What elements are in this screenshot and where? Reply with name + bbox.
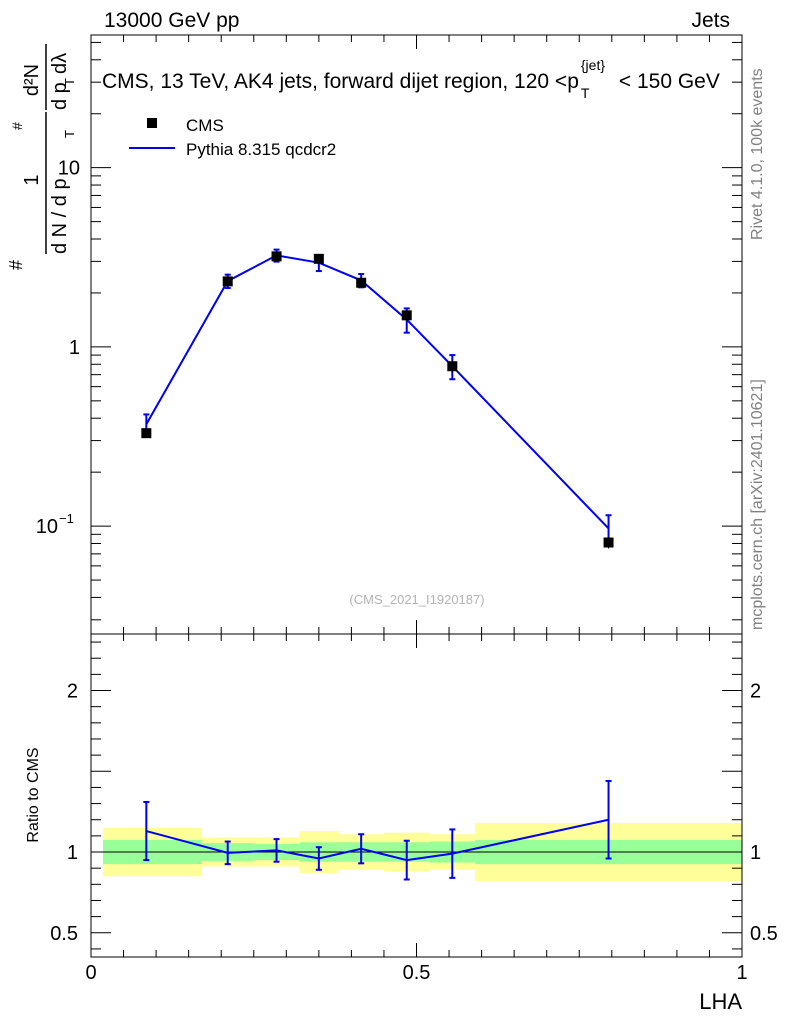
data-point	[356, 277, 367, 288]
y-tick-label-top: 10	[58, 158, 80, 180]
y-axis-label-bottom: Ratio to CMS	[25, 747, 42, 842]
chart-title-main: CMS, 13 TeV, AK4 jets, forward dijet reg…	[102, 70, 579, 93]
y-label-hash: #	[9, 122, 25, 130]
mc-ratio-line	[146, 818, 609, 862]
y-label-fraction-numerator: 1	[21, 174, 43, 185]
x-tick-label: 1	[736, 962, 747, 984]
legend-marker-cms	[147, 118, 157, 128]
y-tick-label-bottom-right: 1	[750, 842, 761, 864]
y-tick-label-bottom-right: 2	[750, 681, 761, 703]
legend-label-cms: CMS	[186, 116, 224, 135]
data-point	[401, 310, 412, 321]
y-label-fraction-subscript: T	[62, 130, 77, 138]
y-tick-label-top: 1	[69, 337, 80, 359]
x-axis-ticks	[90, 35, 743, 957]
rivet-version-label: Rivet 4.1.0, 100k events	[749, 68, 766, 240]
data-point	[222, 276, 233, 287]
y-tick-label-exponent: −1	[59, 511, 74, 526]
header-right-label: Jets	[691, 9, 730, 32]
y-axis-ticks-top	[91, 41, 742, 621]
analysis-watermark: (CMS_2021_I1920187)	[349, 592, 484, 607]
mc-series-line	[145, 254, 610, 530]
chart-title: CMS, 13 TeV, AK4 jets, forward dijet reg…	[102, 57, 720, 101]
header-left-label: 13000 GeV pp	[104, 9, 240, 32]
bottom-panel-frame	[90, 633, 743, 958]
y-label-derivative-subscript: T	[62, 78, 77, 86]
mcplots-source-label: mcplots.cern.ch [arXiv:2401.10621]	[749, 379, 766, 630]
y-axis-ticks-bottom	[91, 641, 742, 950]
y-tick-label-base: 1	[69, 337, 80, 359]
y-tick-label-base: 10	[58, 158, 80, 180]
legend-label-pythia: Pythia 8.315 qcdcr2	[186, 140, 336, 159]
x-tick-label: 0.5	[403, 962, 431, 984]
chart-title-subscript: T	[581, 85, 590, 101]
y-tick-label-top: 10 −1	[36, 511, 74, 538]
y-label-fraction-denominator: d N / d p	[49, 178, 71, 254]
y-label-hash: #	[6, 260, 26, 270]
y-label-derivative-denominator: d p	[49, 82, 71, 110]
data-point	[271, 251, 282, 262]
chart-title-superscript: {jet}	[581, 57, 605, 73]
data-point	[447, 361, 458, 372]
y-tick-label-bottom-right: 0.5	[750, 923, 778, 945]
x-tick-label: 0	[85, 962, 96, 984]
y-tick-label-bottom: 2	[67, 681, 78, 703]
chart-legend: CMS Pythia 8.315 qcdcr2	[129, 116, 336, 159]
y-tick-label-bottom: 1	[67, 842, 78, 864]
y-label-derivative-tail: dλ	[49, 53, 71, 74]
y-tick-label-bottom: 0.5	[50, 923, 78, 945]
data-point	[313, 253, 324, 264]
y-label-derivative-numerator: d²N	[21, 64, 43, 96]
x-axis-label: LHA	[699, 989, 742, 1014]
y-tick-label-base: 10	[36, 516, 58, 538]
data-point	[603, 537, 614, 548]
data-point	[141, 428, 152, 439]
chart-title-tail: < 150 GeV	[619, 70, 720, 93]
